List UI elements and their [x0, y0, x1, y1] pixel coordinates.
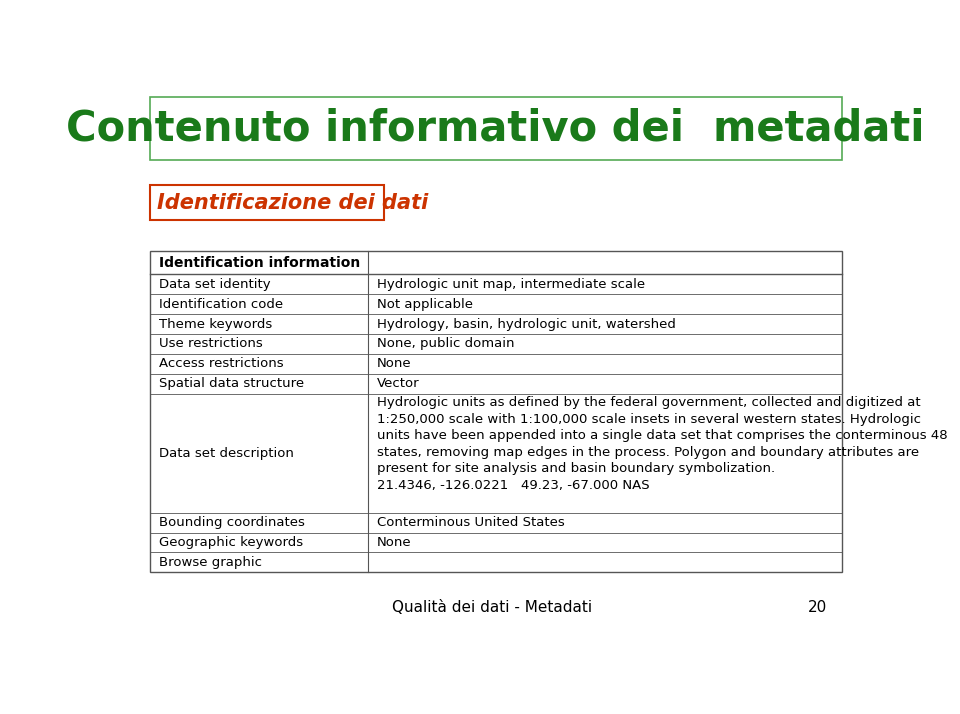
Text: None: None [376, 536, 411, 549]
Text: Hydrologic units as defined by the federal government, collected and digitized a: Hydrologic units as defined by the feder… [376, 396, 948, 492]
Text: Not applicable: Not applicable [376, 298, 472, 311]
Text: Geographic keywords: Geographic keywords [158, 536, 302, 549]
Text: Identification code: Identification code [158, 298, 283, 311]
FancyBboxPatch shape [150, 251, 842, 572]
Text: Use restrictions: Use restrictions [158, 338, 262, 351]
Text: Identificazione dei dati: Identificazione dei dati [157, 193, 428, 213]
Text: 20: 20 [807, 600, 827, 615]
Text: Contenuto informativo dei  metadati: Contenuto informativo dei metadati [66, 107, 925, 149]
Text: Browse graphic: Browse graphic [158, 555, 262, 569]
Text: Data set identity: Data set identity [158, 278, 271, 291]
Text: None: None [376, 357, 411, 371]
Text: Conterminous United States: Conterminous United States [376, 516, 564, 529]
FancyBboxPatch shape [150, 185, 384, 221]
Text: Qualità dei dati - Metadati: Qualità dei dati - Metadati [392, 600, 592, 615]
Text: None, public domain: None, public domain [376, 338, 515, 351]
Text: Identification information: Identification information [158, 256, 360, 269]
Text: Access restrictions: Access restrictions [158, 357, 283, 371]
Text: Spatial data structure: Spatial data structure [158, 377, 303, 390]
Text: Data set description: Data set description [158, 447, 294, 460]
FancyBboxPatch shape [150, 96, 842, 160]
Text: Theme keywords: Theme keywords [158, 318, 272, 331]
Text: Hydrology, basin, hydrologic unit, watershed: Hydrology, basin, hydrologic unit, water… [376, 318, 676, 331]
Text: Bounding coordinates: Bounding coordinates [158, 516, 304, 529]
Text: Vector: Vector [376, 377, 420, 390]
Text: Hydrologic unit map, intermediate scale: Hydrologic unit map, intermediate scale [376, 278, 645, 291]
